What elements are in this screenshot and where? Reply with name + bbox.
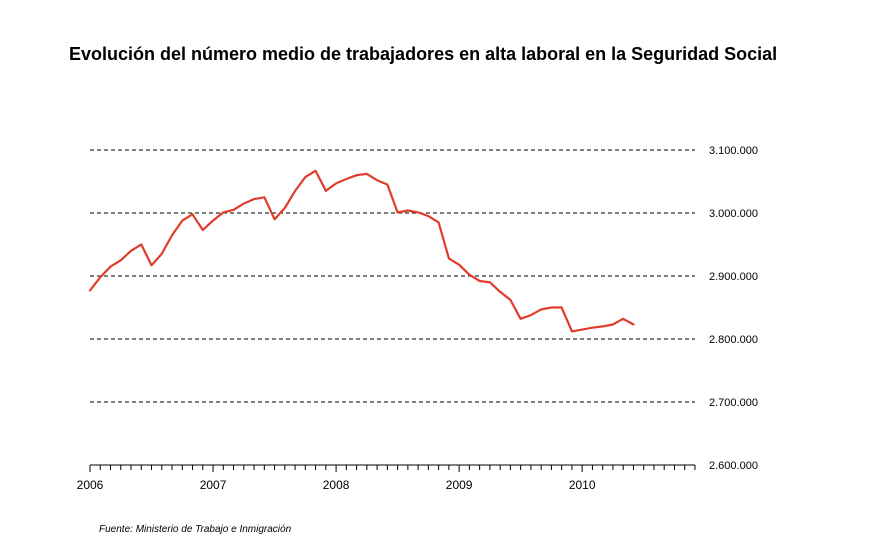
- y-tick-label: 2.800.000: [709, 334, 758, 346]
- x-tick-label: 2006: [77, 478, 104, 492]
- y-tick-label: 2.700.000: [709, 397, 758, 409]
- gridlines: [90, 149, 695, 403]
- series-group: [88, 169, 635, 333]
- y-tick-label: 2.600.000: [709, 460, 758, 472]
- source-note: Fuente: Ministerio de Trabajo e Inmigrac…: [99, 524, 292, 535]
- x-tick-label: 2010: [569, 478, 596, 492]
- x-tick-label: 2009: [446, 478, 473, 492]
- y-axis-labels: 2.600.000 2.700.000 2.800.000 2.900.000 3.00…: [709, 145, 758, 472]
- y-tick-label: 2.900.000: [709, 271, 758, 283]
- series-line: [88, 169, 635, 333]
- y-tick-label: 3.000.000: [709, 208, 758, 220]
- x-axis: [89, 464, 696, 472]
- y-tick-label: 3.100.000: [709, 145, 758, 157]
- x-axis-labels: 2006 2007 2008 2009 2010: [77, 478, 596, 492]
- chart-title: Evolución del número medio de trabajador…: [69, 44, 778, 64]
- x-tick-label: 2007: [200, 478, 227, 492]
- x-tick-label: 2008: [323, 478, 350, 492]
